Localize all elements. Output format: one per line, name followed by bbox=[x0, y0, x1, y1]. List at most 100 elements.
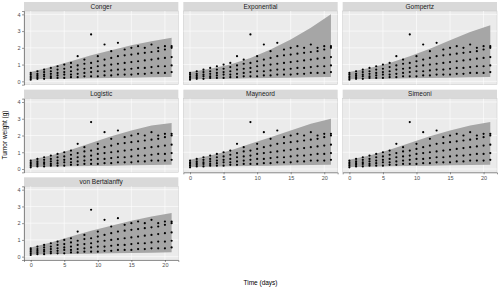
panel-background bbox=[343, 99, 497, 173]
data-point bbox=[110, 245, 112, 247]
grid-line bbox=[343, 81, 497, 82]
tick-label: 4 bbox=[17, 12, 20, 18]
data-point bbox=[375, 165, 377, 167]
data-point bbox=[77, 64, 79, 66]
data-point bbox=[77, 68, 79, 70]
data-point bbox=[117, 238, 119, 240]
grid-line bbox=[343, 118, 497, 119]
data-point bbox=[222, 159, 224, 161]
data-point bbox=[449, 47, 451, 49]
data-point bbox=[229, 158, 231, 160]
data-point bbox=[323, 136, 325, 138]
data-point bbox=[50, 246, 52, 248]
data-point bbox=[137, 242, 139, 244]
data-point bbox=[310, 51, 312, 53]
data-point bbox=[56, 156, 58, 158]
data-point bbox=[83, 72, 85, 74]
data-point bbox=[130, 249, 132, 251]
data-point bbox=[36, 248, 38, 250]
tick-label: 3 bbox=[17, 116, 20, 122]
data-point bbox=[249, 154, 251, 156]
data-point bbox=[90, 149, 92, 151]
data-point bbox=[157, 153, 159, 155]
data-point bbox=[144, 67, 146, 69]
data-point bbox=[229, 66, 231, 68]
data-point bbox=[330, 56, 332, 58]
data-point bbox=[103, 146, 105, 148]
data-point bbox=[236, 55, 238, 57]
grid-line bbox=[290, 11, 291, 85]
data-point bbox=[355, 73, 357, 75]
data-point bbox=[382, 155, 384, 157]
data-point bbox=[222, 161, 224, 163]
data-point bbox=[290, 134, 292, 136]
data-point bbox=[130, 141, 132, 143]
data-point bbox=[157, 145, 159, 147]
data-point bbox=[456, 160, 458, 162]
tick: 10 bbox=[95, 260, 101, 268]
data-point bbox=[489, 152, 491, 154]
data-point bbox=[144, 160, 146, 162]
data-point bbox=[63, 246, 65, 248]
data-point bbox=[243, 150, 245, 152]
data-point bbox=[429, 57, 431, 59]
tick-label: 0 bbox=[30, 262, 33, 268]
data-point bbox=[164, 65, 166, 67]
data-point bbox=[202, 161, 204, 163]
data-point bbox=[43, 165, 45, 167]
data-point bbox=[256, 70, 258, 72]
data-point bbox=[256, 60, 258, 62]
data-point bbox=[409, 163, 411, 165]
data-point bbox=[144, 248, 146, 250]
data-point bbox=[316, 65, 318, 67]
tick-mark bbox=[22, 169, 24, 170]
data-point bbox=[56, 240, 58, 242]
marks bbox=[348, 25, 491, 81]
data-point bbox=[110, 162, 112, 164]
data-point bbox=[429, 162, 431, 164]
data-point bbox=[56, 77, 58, 79]
data-point bbox=[283, 149, 285, 151]
tick-label: 0 bbox=[189, 175, 192, 181]
data-point bbox=[310, 66, 312, 68]
data-point bbox=[442, 156, 444, 158]
data-point bbox=[316, 160, 318, 162]
data-point bbox=[171, 45, 173, 47]
panel-title: Exponential bbox=[244, 3, 279, 11]
data-point bbox=[402, 72, 404, 74]
data-point bbox=[117, 230, 119, 232]
data-point bbox=[375, 77, 377, 79]
panel-title: Conger bbox=[91, 3, 113, 11]
data-point bbox=[389, 62, 391, 64]
data-point bbox=[290, 155, 292, 157]
chart: Conger01234ExponentialGompertzLogistic01… bbox=[0, 0, 500, 289]
data-point bbox=[368, 160, 370, 162]
data-point bbox=[56, 250, 58, 252]
y-axis: 01234 bbox=[17, 12, 24, 86]
data-point bbox=[97, 230, 99, 232]
panel-title: von Bertalanffy bbox=[80, 178, 124, 186]
data-point bbox=[323, 160, 325, 162]
data-point bbox=[63, 161, 65, 163]
data-point bbox=[63, 74, 65, 76]
data-point bbox=[462, 139, 464, 141]
tick: 5 bbox=[63, 260, 66, 268]
data-point bbox=[130, 53, 132, 55]
data-point bbox=[382, 165, 384, 167]
data-point bbox=[276, 161, 278, 163]
data-point bbox=[117, 156, 119, 158]
data-point bbox=[110, 239, 112, 241]
data-point bbox=[103, 152, 105, 154]
data-point bbox=[256, 75, 258, 77]
data-point bbox=[303, 73, 305, 75]
data-point bbox=[30, 160, 32, 162]
data-point bbox=[50, 163, 52, 165]
data-point bbox=[97, 143, 99, 145]
data-point bbox=[216, 162, 218, 164]
data-point bbox=[70, 70, 72, 72]
data-point bbox=[150, 51, 152, 53]
data-point bbox=[422, 158, 424, 160]
tick-mark bbox=[22, 206, 24, 207]
data-point bbox=[164, 240, 166, 242]
data-point bbox=[164, 72, 166, 74]
